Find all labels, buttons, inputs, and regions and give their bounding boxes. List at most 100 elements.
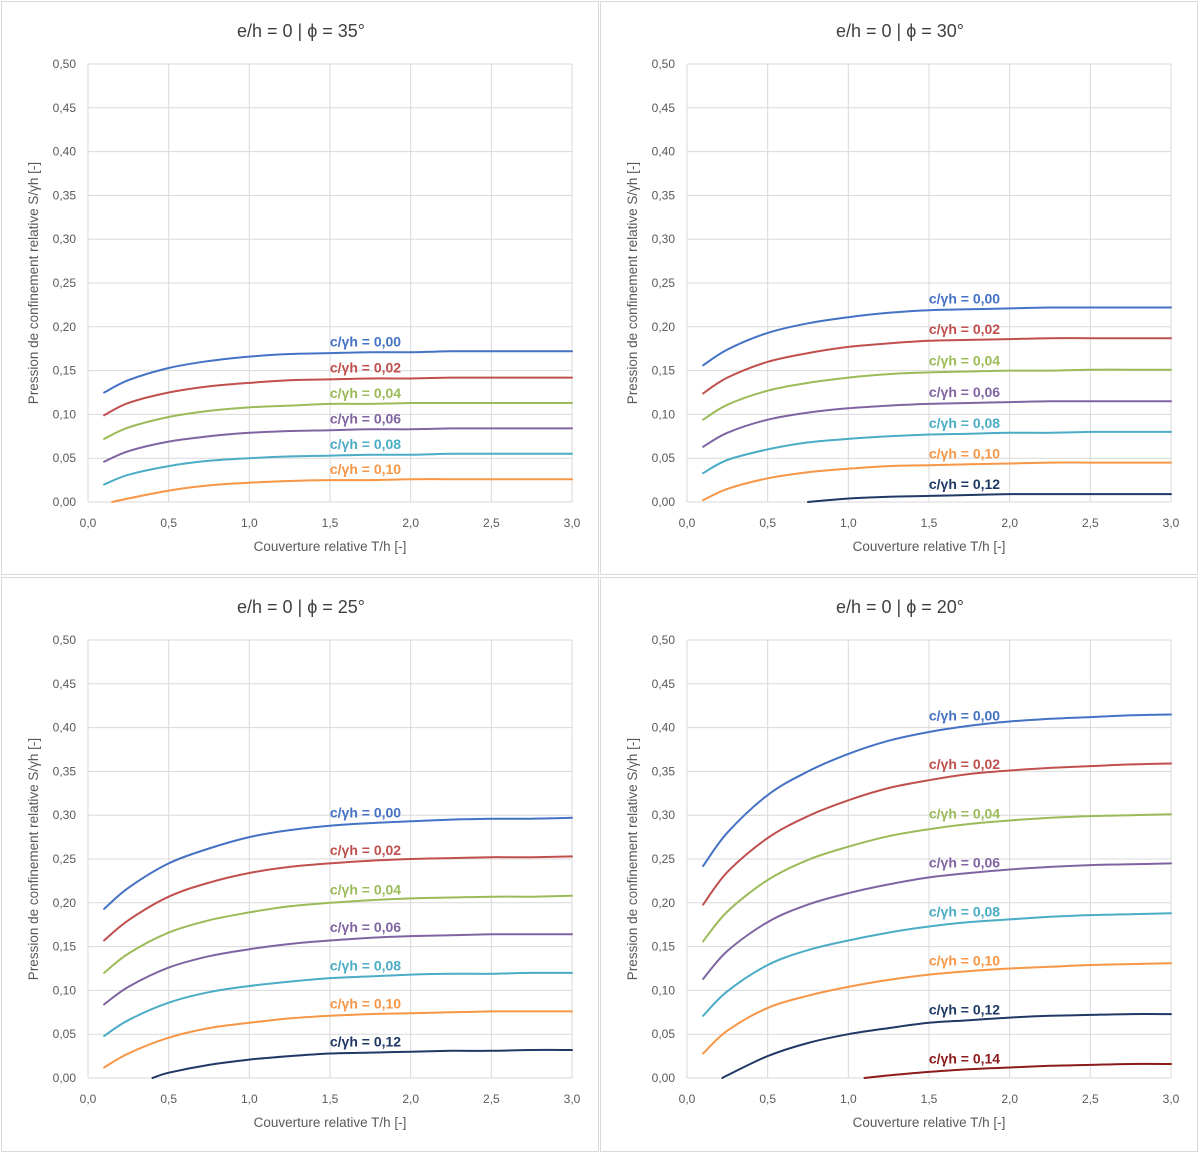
y-tick-label: 0,25 (53, 276, 77, 290)
series-label: c/γh = 0,06 (929, 384, 1000, 400)
series-label: c/γh = 0,10 (929, 953, 1000, 969)
x-tick-label: 1,5 (322, 1092, 339, 1106)
series-line (103, 427, 573, 463)
series-label: c/γh = 0,00 (330, 333, 401, 349)
chart-panel-phi-30: e/h = 0 | ϕ = 30° 0,0 0,5 1,0 1,5 2,0 2,5 3,0 0,… (600, 1, 1198, 575)
y-tick-label: 0,10 (652, 407, 676, 421)
x-tick-label: 0,5 (759, 1092, 776, 1106)
x-tick-label: 1,0 (241, 516, 258, 530)
series-label: c/γh = 0,00 (330, 804, 401, 820)
series-label: c/γh = 0,14 (929, 1051, 1000, 1067)
series-label: c/γh = 0,00 (929, 708, 1000, 724)
x-axis-label: Couverture relative T/h [-] (853, 1115, 1006, 1130)
chart-svg-phi-30: e/h = 0 | ϕ = 30° 0,0 0,5 1,0 1,5 2,0 2,5 3,0 0,… (625, 21, 1180, 554)
y-tick-label: 0,15 (53, 364, 77, 378)
chart-title: e/h = 0 | ϕ = 25° (237, 597, 365, 617)
y-tick-label: 0,00 (652, 495, 676, 509)
series-label: c/γh = 0,02 (330, 842, 401, 858)
x-tick-label: 0,0 (679, 1092, 696, 1106)
x-tick-label: 1,0 (840, 516, 857, 530)
x-tick-label: 0,5 (759, 516, 776, 530)
series-line (702, 306, 1172, 367)
series-label: c/γh = 0,10 (929, 445, 1000, 461)
series-label: c/γh = 0,04 (330, 881, 401, 897)
x-tick-label: 2,0 (402, 1092, 419, 1106)
series-label: c/γh = 0,02 (929, 321, 1000, 337)
x-tick-label: 2,5 (483, 1092, 500, 1106)
series-line (103, 376, 573, 417)
y-tick-label: 0,05 (652, 451, 676, 465)
y-tick-label: 0,20 (652, 896, 676, 910)
series-label: c/γh = 0,08 (330, 958, 401, 974)
series-label: c/γh = 0,10 (330, 461, 401, 477)
y-tick-label: 0,45 (53, 101, 77, 115)
series-label: c/γh = 0,06 (330, 410, 401, 426)
y-axis-label: Pression de confinement relative S/γh [-… (625, 162, 640, 404)
y-tick-label: 0,10 (652, 983, 676, 997)
series-line (702, 337, 1172, 395)
series-label: c/γh = 0,12 (330, 1034, 401, 1050)
y-tick-label: 0,50 (53, 633, 77, 647)
series-line (103, 894, 573, 974)
series-label: c/γh = 0,02 (929, 756, 1000, 772)
y-tick-label: 0,30 (652, 808, 676, 822)
y-tick-label: 0,25 (53, 852, 77, 866)
y-tick-label: 0,05 (53, 451, 77, 465)
y-tick-label: 0,35 (652, 764, 676, 778)
series-line (702, 762, 1172, 906)
x-axis-label: Couverture relative T/h [-] (254, 1115, 407, 1130)
chart-svg-phi-25: e/h = 0 | ϕ = 25° 0,0 0,5 1,0 1,5 2,0 2,5 3,0 0,… (26, 597, 581, 1130)
y-tick-label: 0,50 (652, 633, 676, 647)
x-tick-label: 1,5 (322, 516, 339, 530)
y-tick-label: 0,45 (53, 677, 77, 691)
x-tick-label: 3,0 (1163, 1092, 1180, 1106)
y-tick-label: 0,50 (53, 57, 77, 71)
y-tick-label: 0,50 (652, 57, 676, 71)
y-tick-label: 0,05 (652, 1027, 676, 1041)
series-line (702, 912, 1172, 1017)
series-line (702, 813, 1172, 943)
series-line (103, 971, 573, 1037)
y-tick-label: 0,35 (652, 188, 676, 202)
y-tick-label: 0,20 (53, 320, 77, 334)
series-line (103, 816, 573, 910)
y-tick-label: 0,15 (652, 364, 676, 378)
series-line (111, 478, 573, 503)
x-tick-label: 0,0 (80, 1092, 97, 1106)
x-axis-label: Couverture relative T/h [-] (254, 539, 407, 554)
series-line (721, 1013, 1172, 1079)
x-tick-label: 3,0 (564, 516, 581, 530)
y-tick-label: 0,40 (652, 145, 676, 159)
x-tick-label: 1,5 (921, 1092, 938, 1106)
series-line (103, 350, 573, 394)
series-line (103, 933, 573, 1006)
x-tick-label: 1,0 (241, 1092, 258, 1106)
y-tick-label: 0,00 (53, 495, 77, 509)
chart-panel-phi-35: e/h = 0 | ϕ = 35° 0,0 0,5 1,0 1,5 2,0 2,5 3,0 0,… (1, 1, 599, 575)
x-tick-label: 0,5 (160, 516, 177, 530)
chart-panel-phi-20: e/h = 0 | ϕ = 20° 0,0 0,5 1,0 1,5 2,0 2,5 3,0 0,… (600, 577, 1198, 1152)
y-tick-label: 0,25 (652, 852, 676, 866)
chart-svg-phi-35: e/h = 0 | ϕ = 35° 0,0 0,5 1,0 1,5 2,0 2,5 3,0 0,… (26, 21, 581, 554)
y-tick-label: 0,20 (53, 896, 77, 910)
y-tick-label: 0,45 (652, 101, 676, 115)
y-tick-label: 0,25 (652, 276, 676, 290)
series-label: c/γh = 0,10 (330, 995, 401, 1011)
series-line (103, 855, 573, 942)
series-line (103, 401, 573, 440)
x-tick-label: 3,0 (564, 1092, 581, 1106)
series-label: c/γh = 0,00 (929, 290, 1000, 306)
y-tick-label: 0,15 (53, 940, 77, 954)
y-axis-label: Pression de confinement relative S/γh [-… (26, 162, 41, 404)
series-label: c/γh = 0,12 (929, 476, 1000, 492)
series-label: c/γh = 0,12 (929, 1001, 1000, 1017)
series-line (702, 962, 1172, 1055)
y-tick-label: 0,40 (652, 721, 676, 735)
series-line (702, 713, 1172, 867)
y-tick-label: 0,35 (53, 188, 77, 202)
x-tick-label: 1,5 (921, 516, 938, 530)
y-tick-label: 0,30 (652, 232, 676, 246)
x-tick-label: 0,0 (80, 516, 97, 530)
series-line (702, 430, 1172, 475)
y-tick-label: 0,05 (53, 1027, 77, 1041)
